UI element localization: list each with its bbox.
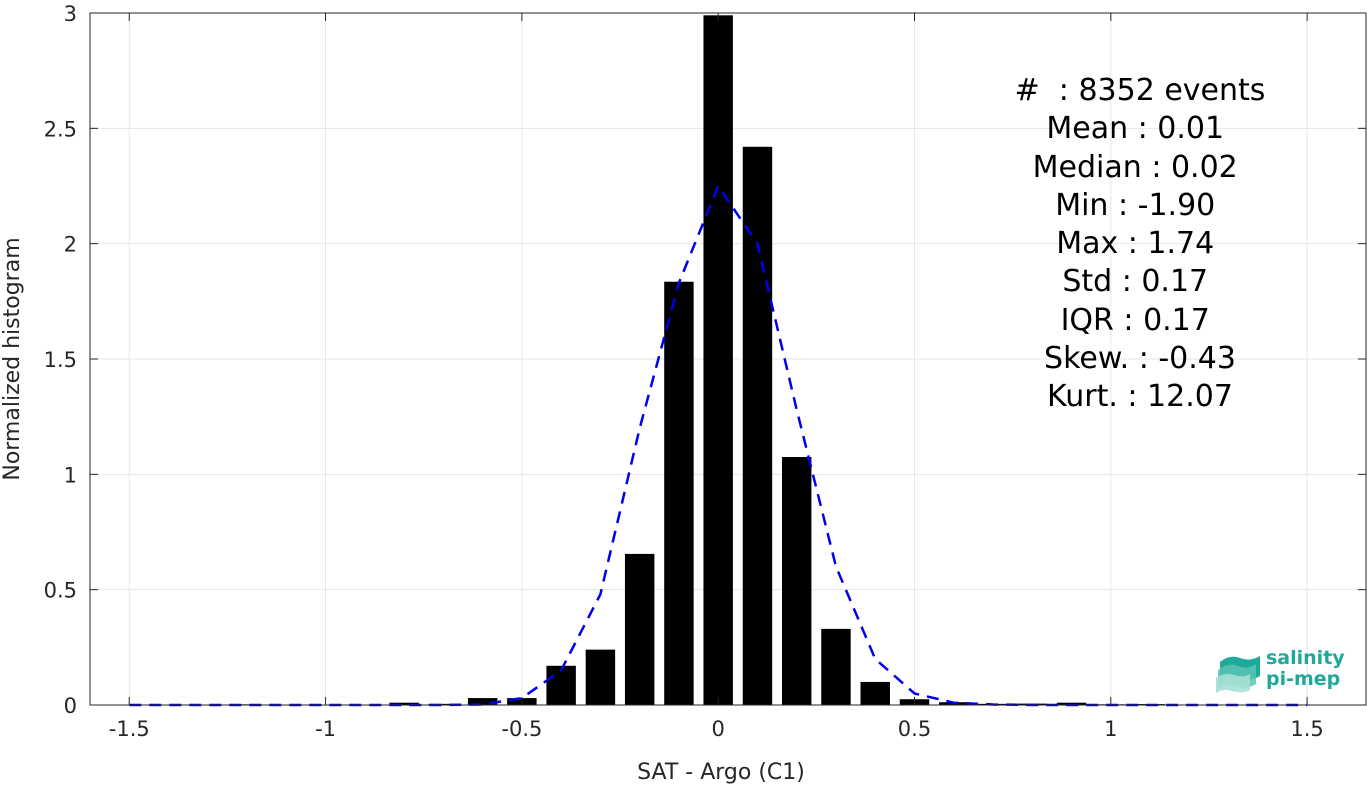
y-tick-label: 1 [64, 463, 77, 487]
x-tick-label: -1.5 [109, 717, 150, 741]
histogram-bar [624, 553, 655, 705]
salinity-pimep-logo: salinity pi-mep [1216, 646, 1346, 694]
histogram-bar [546, 665, 576, 705]
stat-iqr: IQR : 0.17 [1060, 302, 1220, 338]
histogram-bar [703, 15, 733, 706]
histogram-bar [664, 281, 694, 705]
histogram-bar [860, 681, 890, 705]
y-tick-label: 3 [64, 2, 77, 26]
x-tick-label: 1 [1104, 717, 1117, 741]
x-tick-label: 0.5 [898, 717, 931, 741]
statistics-box: # : 8352 events Mean : 0.01 Median : 0.0… [960, 72, 1320, 417]
x-tick-label: -1 [315, 717, 336, 741]
histogram-bar [428, 703, 459, 705]
stat-mean: Mean : 0.01 [1046, 111, 1234, 147]
logo-line-1: salinity [1266, 647, 1345, 669]
x-tick-label: 0 [711, 717, 724, 741]
histogram-bar [585, 649, 616, 705]
x-axis-ticks: -1.5 -1 -0.5 0 0.5 1 1.5 [109, 13, 1324, 741]
logo-text: salinity pi-mep [1266, 648, 1345, 690]
x-axis-label: SAT - Argo (C1) [637, 760, 805, 785]
stat-kurt: Kurt. : 12.07 [1047, 379, 1233, 415]
y-tick-label: 0.5 [44, 579, 77, 603]
stat-max: Max : 1.74 [1056, 226, 1224, 262]
stat-median: Median : 0.02 [1032, 149, 1248, 185]
y-tick-label: 2 [64, 233, 77, 257]
x-tick-label: -0.5 [501, 717, 542, 741]
logo-waves-icon [1216, 656, 1260, 693]
stat-std: Std : 0.17 [1062, 264, 1218, 300]
stat-skew: Skew. : -0.43 [1044, 341, 1236, 377]
histogram-bar [742, 146, 773, 705]
histogram-bar [389, 702, 419, 705]
y-axis-ticks: 0 0.5 1 1.5 2 2.5 3 [44, 2, 1366, 718]
histogram-bars [114, 15, 1322, 706]
y-tick-label: 1.5 [44, 348, 77, 372]
y-tick-label: 2.5 [44, 117, 77, 141]
y-axis-label: Normalized histogram [0, 237, 25, 480]
histogram-bar [781, 457, 812, 705]
y-tick-label: 0 [64, 694, 77, 718]
histogram-bar [821, 628, 851, 705]
stat-events: # : 8352 events [1014, 73, 1266, 108]
logo-line-2: pi-mep [1266, 668, 1341, 690]
x-tick-label: 1.5 [1290, 717, 1323, 741]
histogram-bar [467, 698, 498, 705]
stat-min: Min : -1.90 [1055, 187, 1225, 223]
